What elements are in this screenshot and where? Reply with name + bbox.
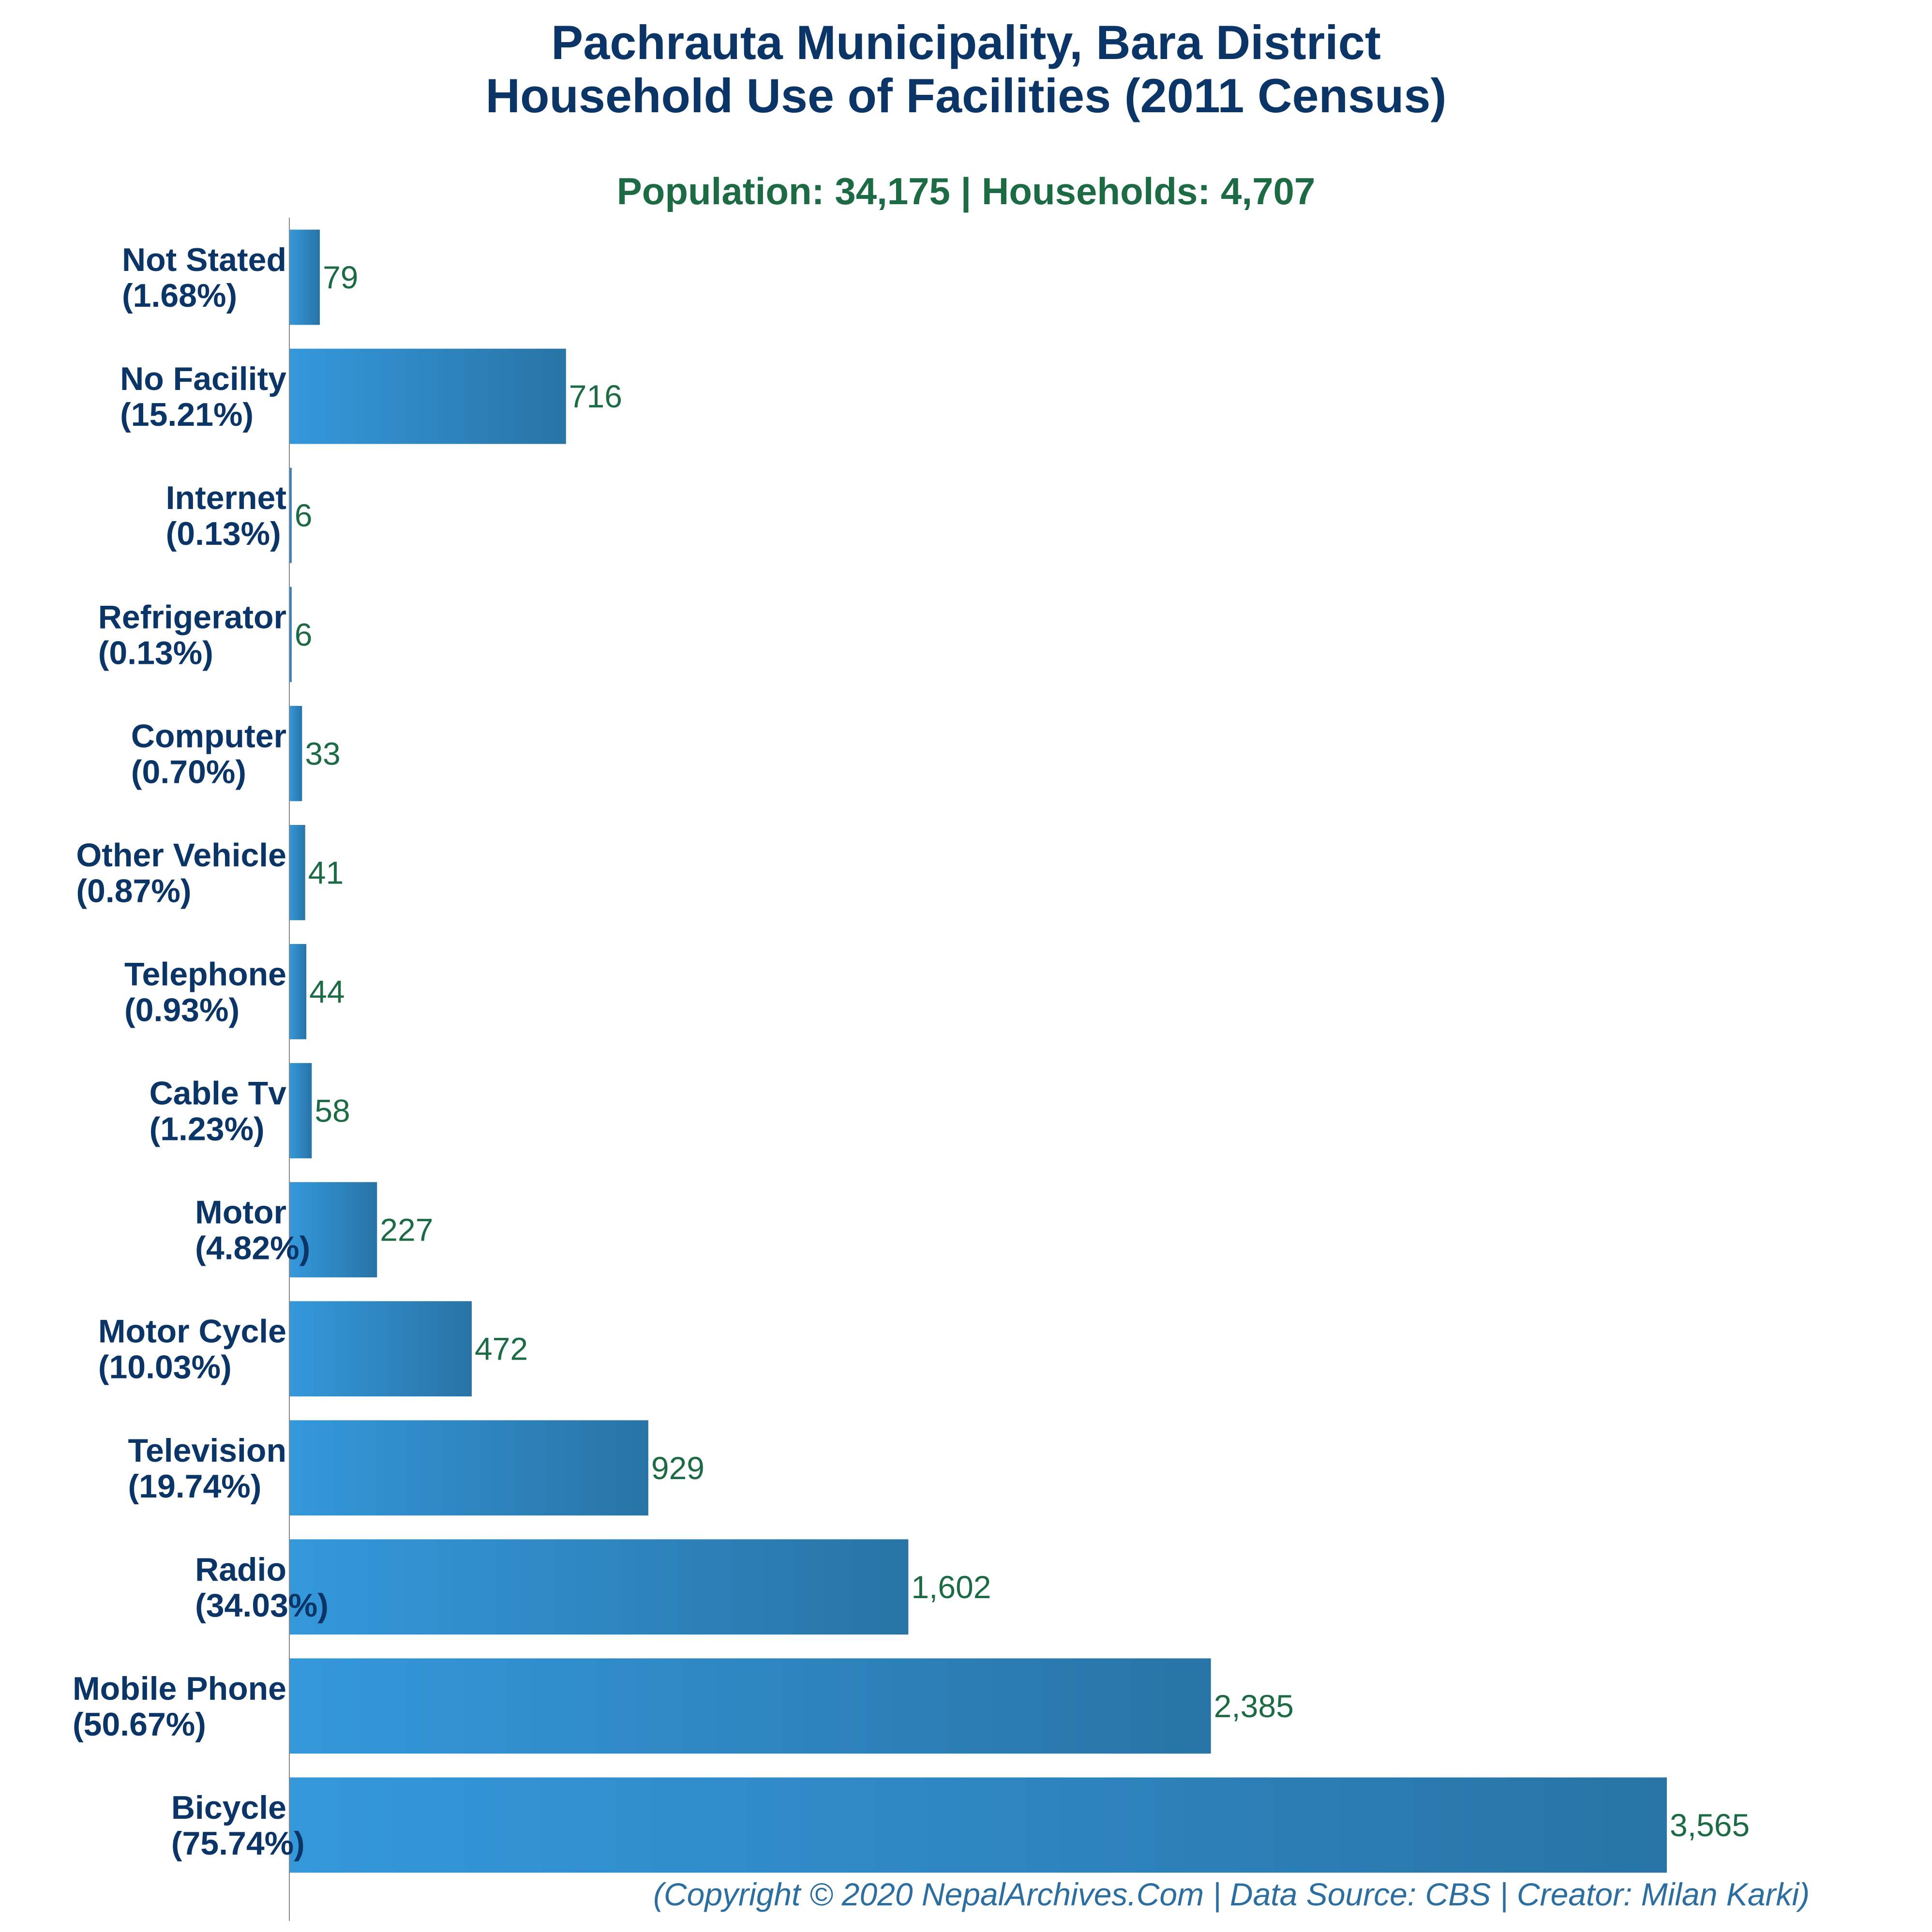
category-label-mobile-phone: Mobile Phone	[73, 1670, 286, 1707]
bar-motor	[289, 1182, 377, 1278]
value-label-no-facility: 716	[569, 378, 622, 414]
percent-label-internet: (0.13%)	[166, 515, 281, 552]
bar-cable-tv	[289, 1063, 312, 1158]
labels-layer: 79 Not Stated(1.68%) 716 No Facility(15.21%…	[73, 241, 1750, 1862]
category-label-telephone: Telephone	[124, 956, 286, 992]
percent-label-motor: (4.82%)	[195, 1230, 310, 1267]
value-label-not-stated: 79	[323, 259, 358, 295]
value-label-radio: 1,602	[911, 1569, 991, 1605]
chart-title-line-1: Pachrauta Municipality, Bara District	[551, 15, 1381, 69]
bar-computer	[289, 705, 302, 801]
percent-label-motor-cycle: (10.03%)	[98, 1349, 232, 1386]
value-label-bicycle: 3,565	[1670, 1807, 1750, 1843]
bar-telephone	[289, 944, 307, 1039]
value-label-motor: 227	[380, 1212, 433, 1248]
category-label-computer: Computer	[131, 718, 286, 754]
bar-bicycle	[289, 1777, 1667, 1873]
bar-internet	[289, 467, 292, 563]
category-label-no-facility: No Facility	[120, 360, 286, 397]
category-label-cable-tv: Cable Tv	[150, 1075, 287, 1112]
category-label-television: Television	[128, 1432, 286, 1469]
bar-refrigerator	[289, 586, 292, 682]
category-label-not-stated: Not Stated	[122, 241, 286, 278]
percent-label-refrigerator: (0.13%)	[98, 634, 213, 671]
bar-television	[289, 1420, 648, 1516]
percent-label-no-facility: (15.21%)	[120, 396, 254, 433]
value-label-computer: 33	[305, 735, 340, 771]
percent-label-other-vehicle: (0.87%)	[76, 872, 191, 909]
value-label-mobile-phone: 2,385	[1214, 1688, 1294, 1724]
value-label-cable-tv: 58	[315, 1093, 350, 1129]
value-label-motor-cycle: 472	[475, 1331, 528, 1367]
bar-other-vehicle	[289, 824, 305, 920]
percent-label-television: (19.74%)	[128, 1468, 261, 1505]
category-label-motor-cycle: Motor Cycle	[98, 1313, 286, 1350]
category-label-bicycle: Bicycle	[171, 1789, 286, 1826]
value-label-television: 929	[651, 1450, 704, 1486]
percent-label-mobile-phone: (50.67%)	[73, 1706, 206, 1743]
bar-no-facility	[289, 348, 566, 444]
chart-footer: (Copyright © 2020 NepalArchives.Com | Da…	[653, 1876, 1810, 1912]
category-label-other-vehicle: Other Vehicle	[76, 837, 286, 873]
chart-subtitle: Population: 34,175 | Households: 4,707	[616, 170, 1316, 212]
category-label-internet: Internet	[166, 479, 286, 516]
category-label-motor: Motor	[195, 1194, 286, 1231]
percent-label-telephone: (0.93%)	[124, 991, 240, 1028]
value-label-telephone: 44	[309, 973, 344, 1009]
bar-mobile-phone	[289, 1658, 1211, 1754]
percent-label-radio: (34.03%)	[195, 1587, 329, 1624]
bars-layer	[289, 229, 1667, 1873]
bar-motor-cycle	[289, 1301, 472, 1397]
percent-label-not-stated: (1.68%)	[122, 277, 237, 314]
value-label-refrigerator: 6	[295, 616, 313, 652]
category-label-refrigerator: Refrigerator	[98, 599, 286, 635]
percent-label-cable-tv: (1.23%)	[150, 1111, 265, 1148]
bar-radio	[289, 1539, 909, 1635]
category-label-radio: Radio	[195, 1551, 286, 1588]
value-label-other-vehicle: 41	[308, 854, 344, 890]
chart-title-line-2: Household Use of Facilities (2011 Census…	[485, 69, 1447, 122]
value-label-internet: 6	[295, 497, 313, 533]
bar-not-stated	[289, 229, 320, 325]
percent-label-computer: (0.70%)	[131, 753, 246, 790]
percent-label-bicycle: (75.74%)	[171, 1825, 305, 1862]
